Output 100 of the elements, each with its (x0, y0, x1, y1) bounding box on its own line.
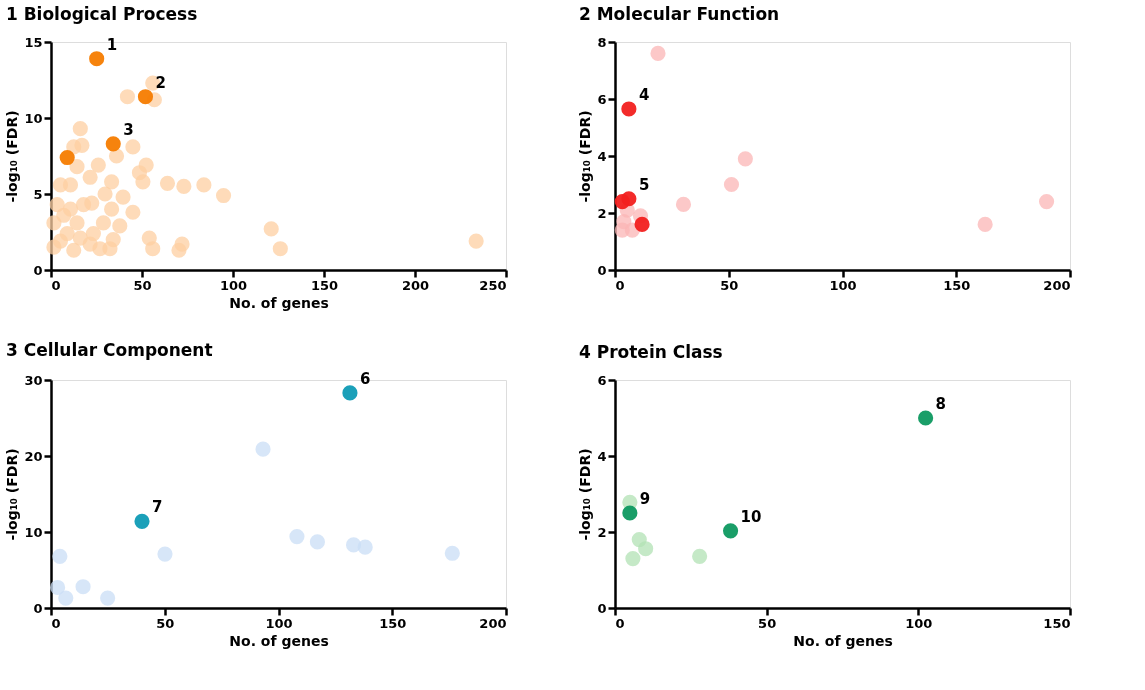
y-tick-label: 10 (24, 524, 43, 540)
point (105, 232, 121, 248)
x-tick-label: 100 (265, 615, 293, 631)
x-tick-label: 200 (401, 277, 430, 293)
point (196, 177, 212, 193)
point (1038, 194, 1055, 210)
y-tick-label: 4 (597, 448, 607, 464)
point (357, 539, 373, 555)
point (97, 186, 113, 202)
chart-title: 1 Biological Process (5, 4, 198, 24)
x-tick-label: 150 (943, 277, 971, 293)
annotation: 5 (638, 175, 650, 194)
point (134, 513, 150, 529)
point (62, 201, 79, 217)
point (90, 157, 106, 173)
point (737, 151, 753, 167)
point (723, 176, 740, 193)
y-tick-label: 6 (597, 372, 607, 388)
x-tick-label: 50 (133, 277, 152, 293)
annotation: 1 (106, 35, 118, 54)
x-tick-label: 100 (219, 277, 248, 293)
y-axis-title: -log₁₀ (FDR) (4, 448, 21, 541)
point (46, 239, 62, 255)
annotation: 4 (638, 85, 650, 104)
point (100, 590, 116, 606)
x-tick-label: 250 (479, 277, 507, 293)
point (75, 579, 91, 595)
point (85, 225, 101, 242)
point (66, 242, 82, 258)
point (115, 189, 131, 205)
point (614, 222, 630, 238)
x-axis-title: No. of genes (229, 632, 329, 649)
point (58, 590, 74, 606)
point (72, 121, 88, 137)
y-tick-label: 15 (24, 34, 43, 50)
y-tick-label: 2 (597, 205, 607, 221)
chart-title: 2 Molecular Function (578, 4, 780, 24)
annotation: 2 (155, 73, 166, 92)
point (69, 159, 85, 175)
y-tick-label: 6 (597, 91, 607, 107)
point (52, 548, 68, 564)
y-tick-label: 30 (24, 372, 43, 388)
point (69, 215, 85, 231)
y-tick-label: 20 (24, 448, 43, 464)
y-axis-title: -log₁₀ (FDR) (577, 110, 594, 203)
point (46, 215, 62, 231)
chart-title: 4 Protein Class (578, 342, 723, 362)
annotation: 10 (740, 507, 762, 526)
x-tick-label: 0 (51, 277, 61, 293)
point (105, 136, 121, 152)
point (95, 215, 111, 231)
y-tick-label: 0 (33, 262, 43, 278)
y-tick-label: 0 (33, 600, 43, 616)
x-tick-label: 200 (479, 615, 507, 631)
point (675, 196, 692, 213)
point (614, 194, 630, 210)
point (309, 534, 325, 550)
point (621, 101, 637, 117)
point (112, 218, 128, 234)
point (74, 137, 90, 153)
point (89, 51, 105, 67)
annotation: 9 (639, 490, 651, 508)
point (59, 149, 75, 166)
point (62, 177, 79, 193)
point (82, 169, 98, 185)
annotation: 7 (152, 498, 163, 517)
x-tick-label: 0 (615, 615, 625, 631)
point (159, 175, 176, 191)
x-tick-label: 150 (1043, 615, 1071, 631)
point (444, 545, 460, 561)
point (137, 89, 154, 105)
y-tick-label: 5 (33, 186, 43, 202)
point (104, 201, 120, 217)
point (272, 241, 288, 257)
x-tick-label: 100 (905, 615, 933, 631)
point (650, 45, 666, 61)
chart-title: 3 Cellular Component (5, 339, 213, 360)
point (215, 187, 232, 204)
x-tick-label: 50 (720, 277, 739, 293)
y-tick-label: 0 (597, 600, 607, 616)
point (174, 236, 190, 252)
point (108, 148, 125, 164)
point (135, 174, 151, 190)
y-axis-title: -log₁₀ (FDR) (577, 448, 594, 541)
y-axis-title: -log₁₀ (FDR) (4, 110, 21, 203)
point (125, 204, 141, 220)
y-tick-label: 4 (597, 148, 607, 164)
annotation: 6 (359, 369, 371, 388)
y-tick-label: 10 (24, 110, 43, 126)
point (289, 528, 305, 545)
point (50, 579, 66, 596)
point (125, 139, 141, 155)
point (263, 221, 279, 237)
x-axis-title: No. of genes (229, 294, 329, 311)
point (634, 216, 650, 232)
point (977, 216, 993, 232)
point (468, 233, 484, 249)
y-tick-label: 0 (597, 262, 607, 278)
point (119, 89, 136, 105)
point (59, 225, 75, 242)
